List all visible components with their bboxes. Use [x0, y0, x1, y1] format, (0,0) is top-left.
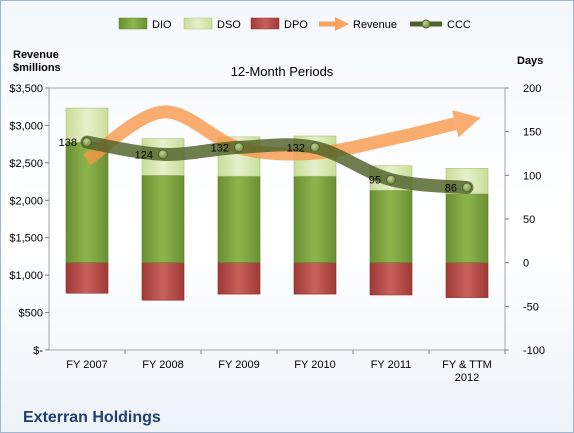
legend-label-dio: DIO: [152, 19, 172, 31]
right-axis-title: Days: [517, 55, 543, 67]
right-axis-tick-label: 100: [523, 170, 541, 182]
ccc-data-label: 124: [135, 149, 153, 161]
right-axis-tick-label: 200: [523, 83, 541, 95]
x-axis-label: FY 2008: [142, 359, 183, 371]
left-axis-tick-label: $3,000: [9, 120, 43, 132]
legend-label-dso: DSO: [217, 19, 241, 31]
x-axis-label-line1: FY & TTM: [442, 359, 492, 371]
ccc-data-label: 132: [211, 142, 229, 154]
x-axis-label: FY 2009: [218, 359, 259, 371]
left-axis-tick-label: $1,000: [9, 270, 43, 282]
right-axis-tick-label: 150: [523, 127, 541, 139]
company-name: Exterran Holdings: [23, 409, 161, 426]
bar-dpo: [445, 262, 489, 298]
ccc-line: [80, 135, 474, 195]
ccc-data-label: 95: [369, 175, 381, 187]
x-axis-label: FY 2011: [371, 359, 412, 371]
ccc-marker: [158, 149, 168, 160]
revenue-line: [83, 105, 457, 166]
ccc-marker: [82, 137, 92, 148]
x-axis-label: FY 2007: [66, 359, 107, 371]
bar-dio: [445, 193, 489, 263]
legend-swatch-ccc: [410, 19, 442, 29]
axes-layer: $- $500 $1,000 $1,500 $2,000 $2,500 $3,000 $3,5…: [9, 83, 545, 384]
revenue-arrowhead: [452, 110, 481, 138]
ccc-marker: [310, 142, 320, 153]
ccc-marker: [386, 174, 396, 185]
legend-swatch-revenue: [319, 17, 349, 31]
left-axis-title-line2: $millions: [13, 62, 61, 74]
left-axis-tick-label: $500: [19, 308, 43, 320]
left-axis-tick-label: $-: [33, 345, 43, 357]
bar-dpo: [293, 262, 337, 295]
legend: DIO DSO DPO Revenue CCC: [118, 17, 471, 31]
ccc-data-label: 138: [59, 137, 77, 149]
ccc-data-label: 86: [445, 183, 457, 195]
ccc-layer: 138 124 132 132 95 86: [59, 135, 474, 195]
bar-dpo: [369, 262, 413, 296]
x-axis-label: FY 2010: [294, 359, 335, 371]
left-axis-tick-label: $3,500: [9, 83, 43, 95]
legend-label-dpo: DPO: [284, 19, 308, 31]
ccc-marker: [234, 142, 244, 153]
right-axis-tick-label: 0: [523, 258, 529, 270]
ccc-marker: [462, 182, 472, 193]
ccc-data-label: 132: [287, 142, 305, 154]
left-axis-title-line1: Revenue: [13, 49, 59, 61]
legend-swatch-dio: [118, 17, 148, 30]
legend-swatch-dso: [183, 17, 213, 30]
left-axis-tick-label: $1,500: [9, 233, 43, 245]
right-axis-tick-label: 50: [523, 214, 535, 226]
chart-subtitle: 12-Month Periods: [231, 64, 334, 79]
bar-dpo: [141, 262, 185, 301]
right-axis-tick-label: -100: [523, 345, 545, 357]
bar-dpo: [65, 262, 109, 294]
x-axis-label-line2: 2012: [455, 372, 479, 384]
bar-dio: [141, 175, 185, 263]
bar-dpo: [217, 262, 261, 295]
legend-label-ccc: CCC: [447, 19, 471, 31]
legend-label-revenue: Revenue: [353, 19, 397, 31]
left-axis-tick-label: $2,500: [9, 158, 43, 170]
left-axis-tick-label: $2,000: [9, 195, 43, 207]
right-axis-tick-label: -50: [523, 301, 539, 313]
bar-dio: [293, 175, 337, 263]
bar-dio: [369, 189, 413, 263]
bar-dio: [65, 141, 109, 263]
bar-dio: [217, 175, 261, 263]
legend-swatch-dpo: [250, 17, 280, 30]
revenue-layer: [83, 105, 481, 166]
